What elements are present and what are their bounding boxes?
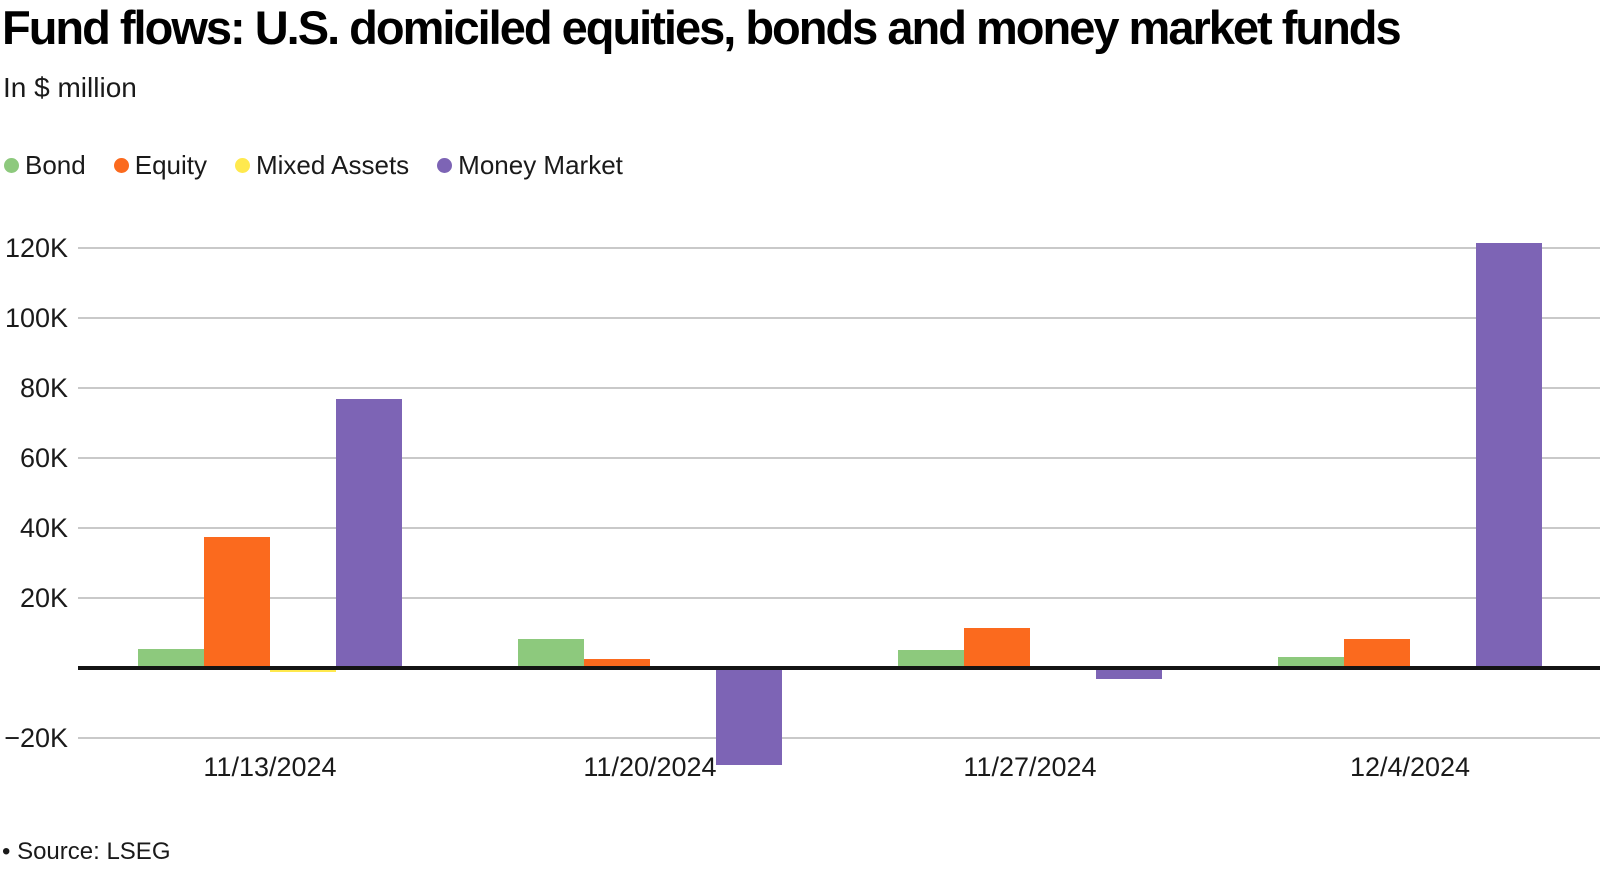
gridline xyxy=(78,247,1600,249)
y-tick-label: −20K xyxy=(4,723,68,753)
source-note: • Source: LSEG xyxy=(2,838,171,865)
bar-equity-11/13/2024 xyxy=(204,537,270,668)
legend-item-mixed-assets: Mixed Assets xyxy=(235,150,409,181)
gridline xyxy=(78,317,1600,319)
bar-money-market-11/27/2024 xyxy=(1096,670,1162,680)
legend-item-equity: Equity xyxy=(113,150,207,181)
y-tick-label: 100K xyxy=(4,303,68,333)
y-tick-label: 40K xyxy=(19,513,68,543)
gridline xyxy=(78,457,1600,459)
bar-equity-12/4/2024 xyxy=(1344,638,1410,668)
legend-dot-bond xyxy=(4,158,19,173)
bar-bond-12/4/2024 xyxy=(1278,657,1344,668)
bar-equity-11/20/2024 xyxy=(584,658,650,668)
bar-money-market-12/4/2024 xyxy=(1476,243,1542,668)
legend: Bond Equity Mixed Assets Money Market xyxy=(4,150,623,181)
x-axis-line xyxy=(78,666,1600,670)
legend-label: Mixed Assets xyxy=(256,150,410,180)
x-tick-label: 11/27/2024 xyxy=(963,752,1097,782)
y-tick-label: 80K xyxy=(19,373,68,403)
bar-mixed-assets-11/13/2024 xyxy=(270,670,336,673)
bar-money-market-11/20/2024 xyxy=(716,670,782,765)
x-tick-label: 11/20/2024 xyxy=(583,752,717,782)
legend-label: Bond xyxy=(25,150,86,180)
legend-dot-money-market xyxy=(437,158,453,173)
legend-dot-equity xyxy=(113,158,129,173)
gridline xyxy=(78,387,1600,389)
chart-subtitle: In $ million xyxy=(3,72,137,103)
y-tick-label: 120K xyxy=(4,233,68,263)
gridline xyxy=(78,527,1600,529)
gridline xyxy=(78,597,1600,599)
gridline xyxy=(78,737,1600,739)
chart-title: Fund flows: U.S. domiciled equities, bon… xyxy=(2,1,1402,54)
legend-item-bond: Bond xyxy=(4,150,86,181)
bar-bond-11/27/2024 xyxy=(898,650,964,668)
y-tick-label: 60K xyxy=(19,443,68,473)
bar-bond-11/13/2024 xyxy=(138,648,204,668)
x-tick-label: 12/4/2024 xyxy=(1349,752,1471,782)
bar-money-market-11/13/2024 xyxy=(336,398,402,668)
legend-label: Equity xyxy=(134,150,207,180)
legend-dot-mixed-assets xyxy=(235,158,250,173)
x-tick-label: 11/13/2024 xyxy=(203,752,337,782)
y-tick-label: 20K xyxy=(19,583,68,613)
bar-bond-11/20/2024 xyxy=(518,638,584,668)
bar-equity-11/27/2024 xyxy=(964,628,1030,668)
legend-label: Money Market xyxy=(458,150,623,180)
legend-item-money-market: Money Market xyxy=(437,150,623,181)
